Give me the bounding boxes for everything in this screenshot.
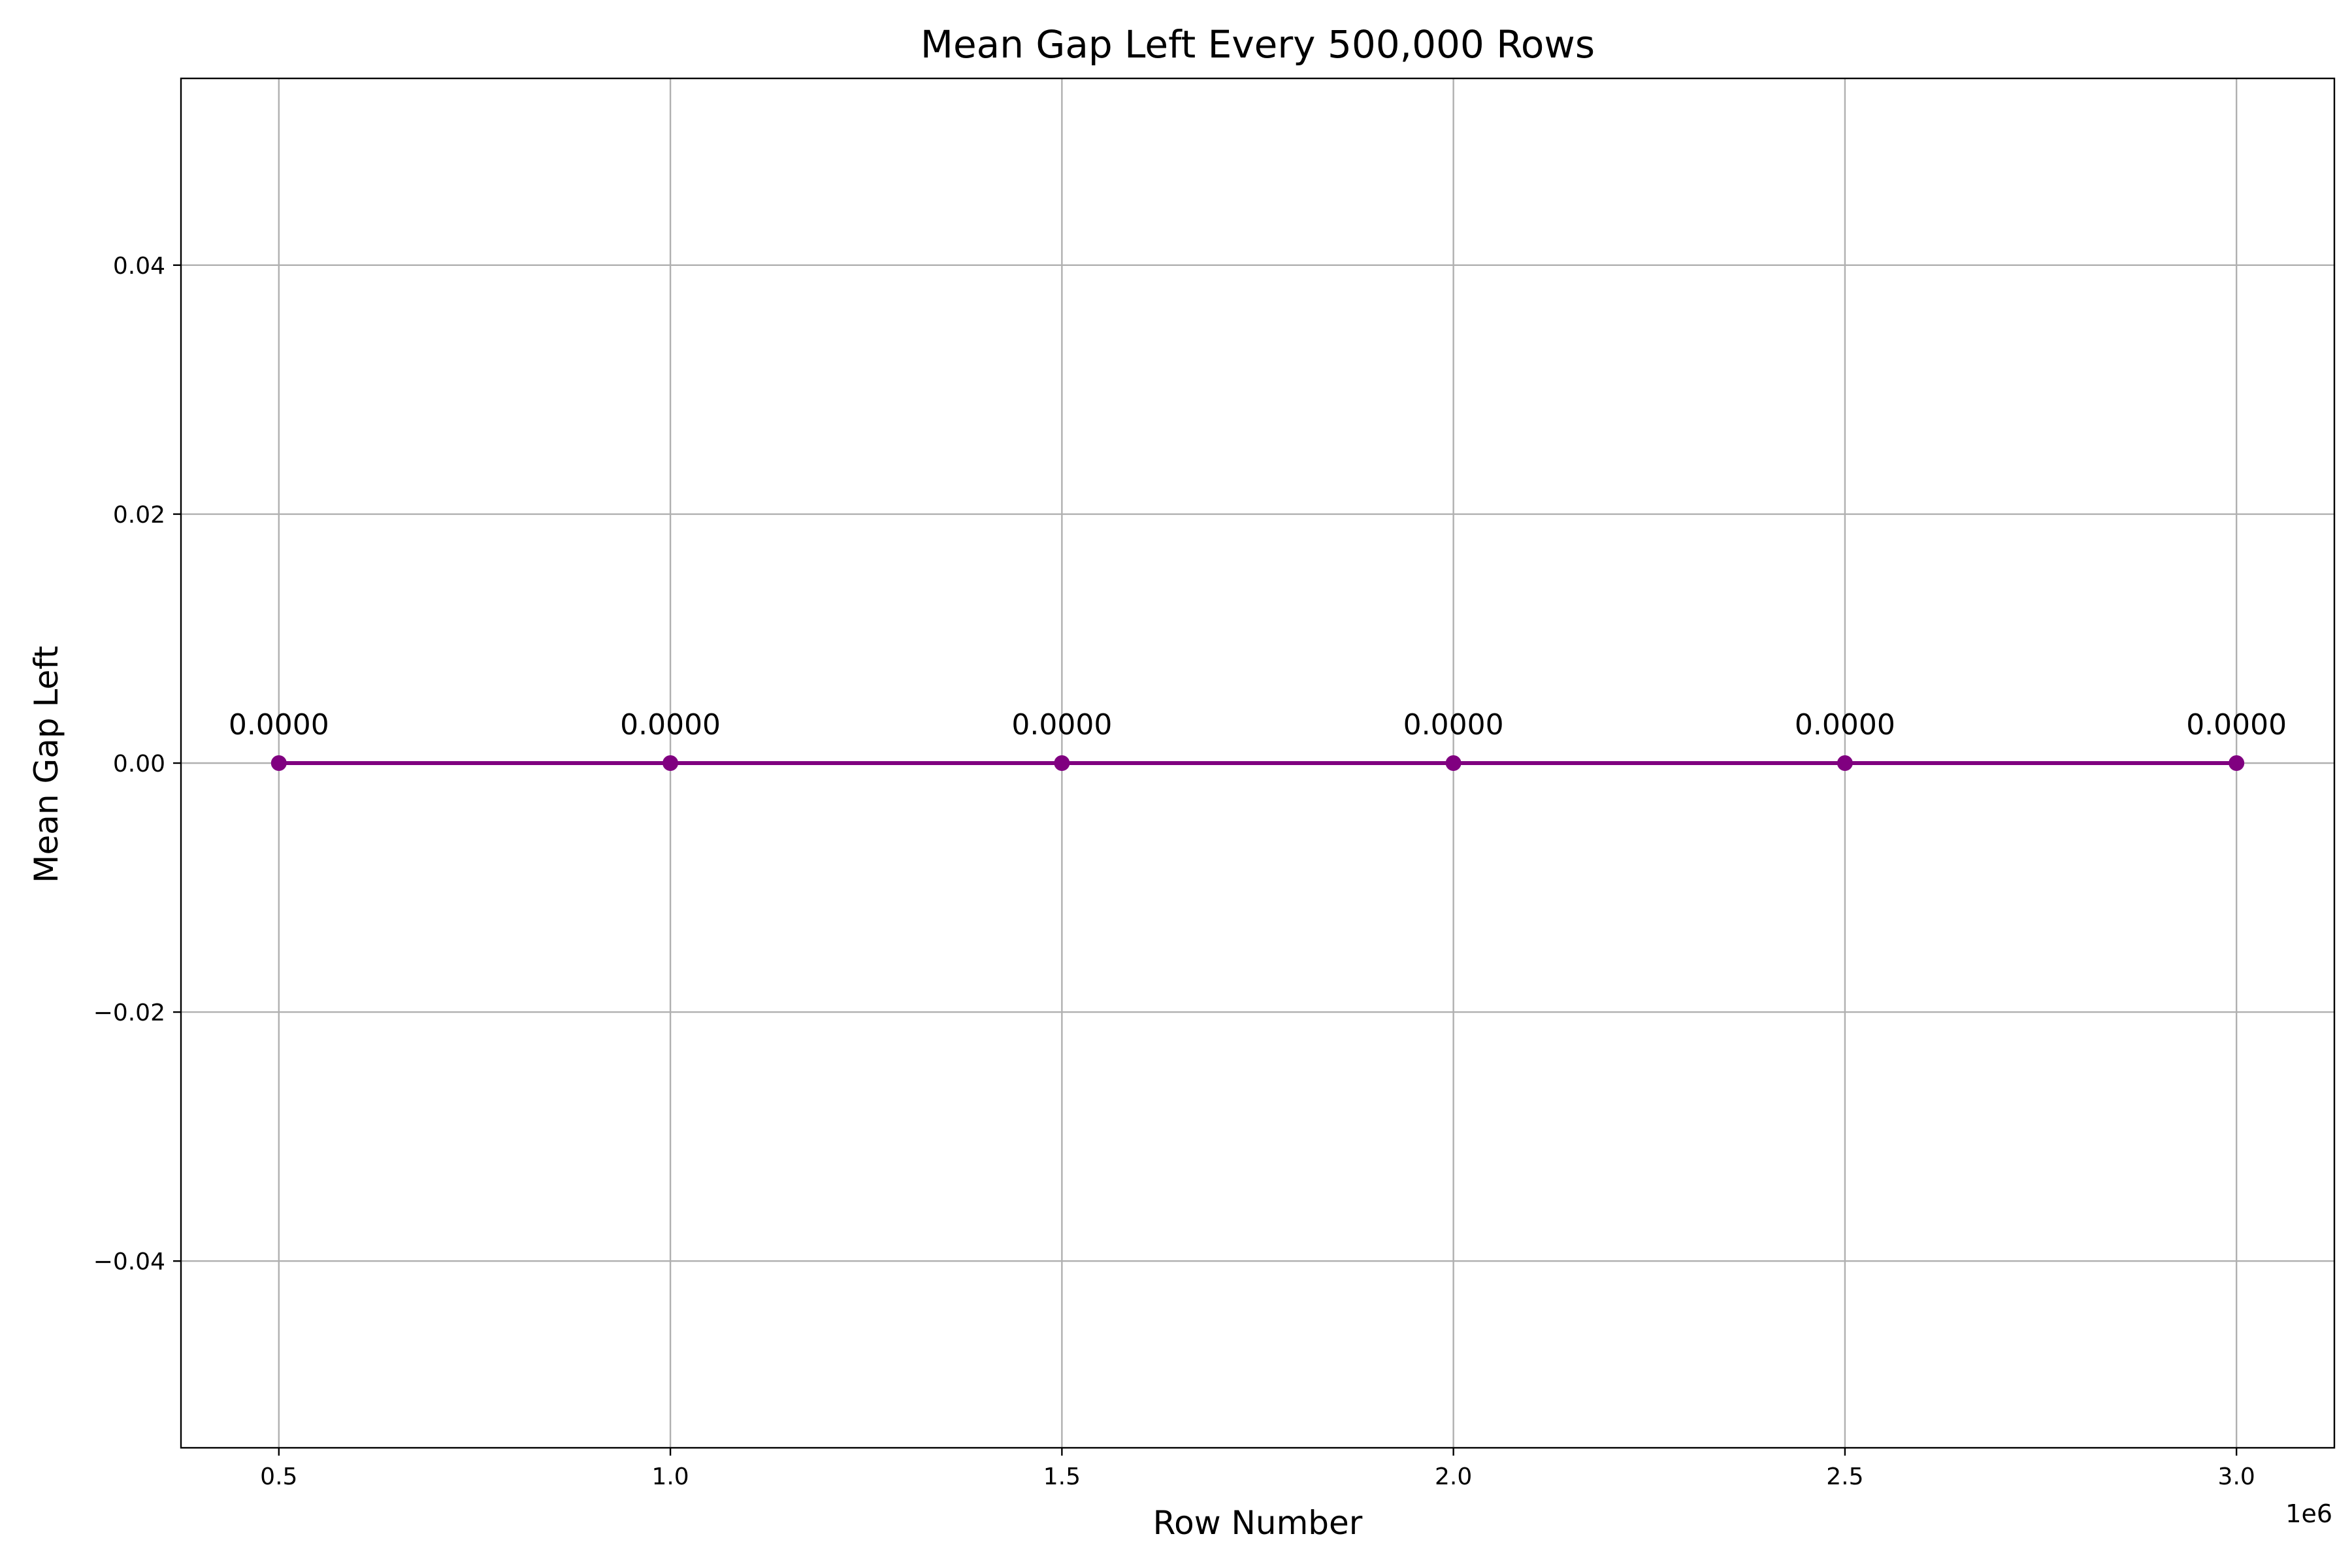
y-tick-label: 0.02 [113,502,165,529]
data-label: 0.0000 [2186,708,2287,742]
y-tick-label: 0.04 [113,253,165,280]
series-layer [270,755,2245,771]
data-label: 0.0000 [1795,708,1895,742]
data-point [270,755,287,771]
data-label: 0.0000 [229,708,329,742]
y-tick-label: −0.04 [93,1249,165,1275]
tick-labels: 0.5 1.0 1.5 2.0 2.5 3.0 −0.04 −0.02 0.00 0.02 0.04 [93,253,2255,1490]
data-label: 0.0000 [620,708,721,742]
x-tick-label: 3.0 [2218,1463,2255,1490]
data-point [2229,755,2245,771]
x-axis-label: Row Number [1153,1504,1363,1542]
data-labels: 0.0000 0.0000 0.0000 0.0000 0.0000 0.0000 [229,708,2287,742]
chart-title: Mean Gap Left Every 500,000 Rows [921,22,1595,67]
data-point [662,755,679,771]
x-tick-label: 2.5 [1826,1463,1863,1490]
axes [173,77,2336,1456]
x-tick-label: 1.0 [651,1463,689,1490]
y-axis-label: Mean Gap Left [27,645,65,883]
data-label: 0.0000 [1011,708,1112,742]
x-axis-offset-label: 1e6 [2285,1499,2332,1528]
x-tick-label: 0.5 [260,1463,297,1490]
data-point [1445,755,1462,771]
data-point [1837,755,1853,771]
data-label: 0.0000 [1403,708,1504,742]
data-point [1054,755,1070,771]
x-tick-label: 2.0 [1435,1463,1472,1490]
x-tick-label: 1.5 [1043,1463,1081,1490]
y-tick-label: −0.02 [93,1000,165,1026]
y-tick-label: 0.00 [113,751,165,777]
